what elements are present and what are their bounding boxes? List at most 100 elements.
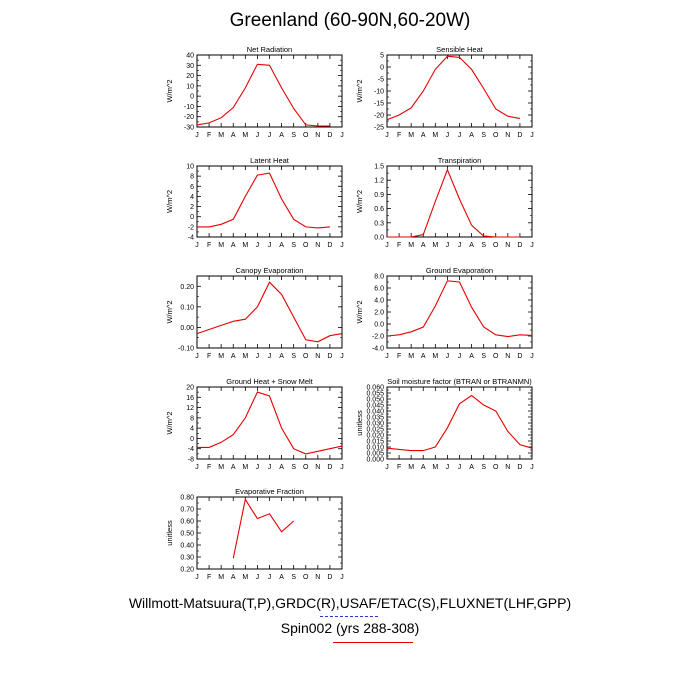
y-tick-label: 0 xyxy=(190,94,194,101)
panel-8: Soil moisture factor (BTRAN or BTRANMN) u… xyxy=(355,377,534,471)
x-tick-label: O xyxy=(493,353,499,360)
panel-frame xyxy=(386,275,533,349)
x-tick-label: M xyxy=(408,353,414,360)
panel-frame xyxy=(386,386,533,460)
panel-title: Ground Evaporation xyxy=(426,266,493,275)
x-tick-label: A xyxy=(469,242,474,249)
y-tick-label: -10 xyxy=(184,104,194,111)
x-tick-label: J xyxy=(385,353,389,360)
x-tick-label: M xyxy=(408,242,414,249)
x-tick-label: J xyxy=(256,242,260,249)
x-tick-label: F xyxy=(207,464,211,471)
x-tick-label: J xyxy=(340,464,344,471)
y-axis-label: W/m^2 xyxy=(355,300,364,323)
y-tick-label: 0.50 xyxy=(180,531,194,538)
x-tick-label: A xyxy=(279,574,284,581)
y-tick-label: 0.60 xyxy=(180,519,194,526)
x-tick-label: M xyxy=(218,242,224,249)
x-tick-label: D xyxy=(327,464,332,471)
x-tick-label: J xyxy=(458,242,462,249)
panel-frame xyxy=(386,165,533,238)
y-tick-label: 4 xyxy=(190,194,194,201)
y-tick-label: 0.3 xyxy=(374,220,384,227)
x-tick-label: O xyxy=(493,242,499,249)
panel-title: Transpiration xyxy=(438,156,482,165)
y-tick-label: 0 xyxy=(380,65,384,72)
x-tick-label: F xyxy=(207,353,211,360)
x-tick-label: J xyxy=(340,574,344,581)
x-tick-label: N xyxy=(315,132,320,139)
x-tick-label: D xyxy=(517,132,522,139)
y-tick-label: 10 xyxy=(186,164,194,171)
panel-title: Evaporative Fraction xyxy=(235,487,304,496)
x-tick-label: N xyxy=(315,574,320,581)
x-tick-label: J xyxy=(530,242,534,249)
x-tick-label: M xyxy=(242,353,248,360)
x-tick-label: M xyxy=(218,464,224,471)
y-axis-label: W/m^2 xyxy=(165,190,174,213)
panel-title: Latent Heat xyxy=(250,156,290,165)
x-tick-label: J xyxy=(340,353,344,360)
y-tick-label: 0.6 xyxy=(374,206,384,213)
y-tick-label: -10 xyxy=(374,89,384,96)
x-tick-label: A xyxy=(231,242,236,249)
x-tick-label: J xyxy=(530,464,534,471)
y-tick-label: -20 xyxy=(184,114,194,121)
y-tick-label: 0.9 xyxy=(374,192,384,199)
panel-frame xyxy=(196,165,343,238)
y-tick-label: 30 xyxy=(186,63,194,70)
y-tick-label: -2 xyxy=(188,224,194,231)
x-tick-label: D xyxy=(517,353,522,360)
figure-footer-case: Spin002 (yrs 288-308) xyxy=(280,620,420,636)
y-axis-label: W/m^2 xyxy=(165,411,174,434)
y-tick-label: -15 xyxy=(374,101,384,108)
y-tick-label: 0.040 xyxy=(366,409,384,416)
y-tick-label: 0.055 xyxy=(366,391,384,398)
y-tick-label: -5 xyxy=(378,77,384,84)
y-tick-label: 0 xyxy=(190,214,194,221)
x-tick-label: S xyxy=(291,132,296,139)
y-tick-label: -4 xyxy=(188,446,194,453)
x-tick-label: N xyxy=(505,353,510,360)
x-tick-label: A xyxy=(231,464,236,471)
x-tick-label: D xyxy=(517,464,522,471)
x-tick-label: J xyxy=(530,132,534,139)
y-tick-label: 0.10 xyxy=(180,304,194,311)
figure-footer-sources: Willmott-Matsuura(T,P),GRDC(R),USAF/ETAC… xyxy=(128,595,572,611)
y-tick-label: 0.20 xyxy=(180,567,194,574)
x-tick-label: S xyxy=(481,132,486,139)
y-axis-label: unitless xyxy=(165,520,174,546)
series-line xyxy=(197,172,330,229)
panel-frame xyxy=(196,386,343,460)
y-tick-label: 8.0 xyxy=(374,274,384,281)
x-tick-label: O xyxy=(493,464,499,471)
x-tick-label: N xyxy=(505,242,510,249)
x-tick-label: M xyxy=(218,574,224,581)
panel-6: Ground Evaporation W/m^2 -4.0 -2.0 0.0 2.0 4.0… xyxy=(355,266,534,360)
x-tick-label: J xyxy=(530,353,534,360)
x-tick-label: A xyxy=(279,132,284,139)
x-tick-label: F xyxy=(397,464,401,471)
x-tick-label: J xyxy=(446,132,450,139)
series-line xyxy=(386,394,533,452)
x-tick-label: A xyxy=(469,353,474,360)
x-tick-label: A xyxy=(279,242,284,249)
x-tick-label: M xyxy=(242,464,248,471)
x-tick-label: J xyxy=(385,464,389,471)
y-tick-label: 0.70 xyxy=(180,507,194,514)
x-tick-label: N xyxy=(505,464,510,471)
x-tick-label: F xyxy=(207,132,211,139)
x-tick-label: A xyxy=(279,353,284,360)
x-tick-label: J xyxy=(385,132,389,139)
y-tick-label: 0.010 xyxy=(366,445,384,452)
x-tick-label: M xyxy=(242,574,248,581)
x-tick-label: M xyxy=(408,464,414,471)
x-tick-label: J xyxy=(256,464,260,471)
series-line xyxy=(196,63,330,127)
x-tick-label: N xyxy=(505,132,510,139)
